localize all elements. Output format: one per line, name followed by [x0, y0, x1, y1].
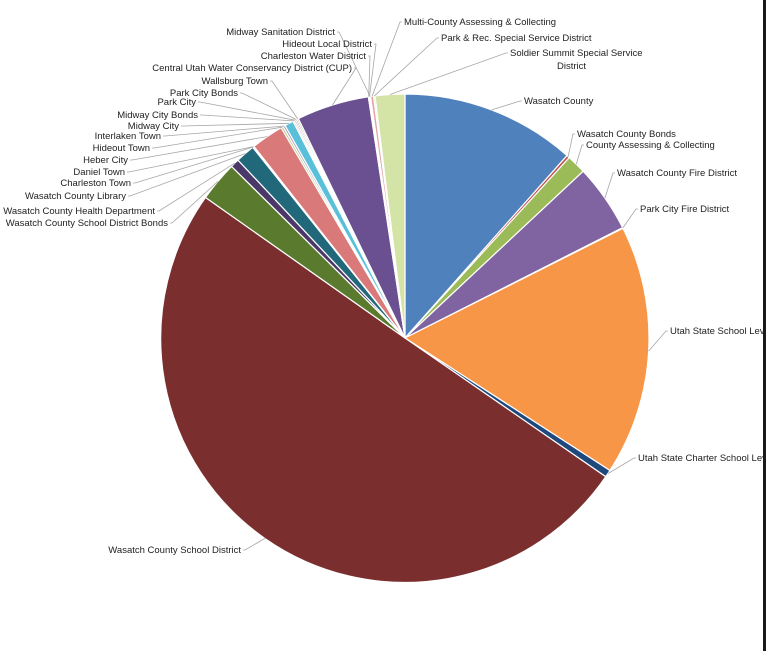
leader-line-hideout-local-district: [369, 43, 377, 97]
slice-label-wasatch-county-fire-district: Wasatch County Fire District: [617, 168, 737, 179]
leader-line-park-rec-special-service-district: [374, 37, 439, 97]
slice-label-utah-state-charter-school-levy: Utah State Charter School Levy: [638, 453, 766, 464]
slice-label-charleston-town: Charleston Town: [60, 178, 131, 189]
leader-line-daniel-town: [127, 146, 254, 173]
leader-line-charleston-water-district: [368, 55, 371, 97]
leader-lines-group: [127, 21, 668, 551]
leader-line-wasatch-county-library: [128, 153, 246, 197]
slice-label-county-assessing-collecting: County Assessing & Collecting: [586, 140, 715, 151]
slice-label-wasatch-county-health-department: Wasatch County Health Department: [3, 206, 155, 217]
slice-labels-group: Wasatch County Wasatch County BondsCounty…: [3, 17, 766, 556]
leader-line-park-city: [198, 101, 296, 121]
leader-line-wasatch-county-bonds: [567, 133, 575, 157]
leader-line-park-city-bonds: [240, 92, 297, 120]
leader-line-utah-state-charter-school-levy: [607, 457, 636, 474]
leader-line-wasatch-county-school-district-bonds: [170, 181, 219, 224]
leader-line-soldier-summit-special-service-district: [389, 52, 508, 95]
leader-line-interlaken-town: [163, 125, 285, 137]
pie-slice-wasatch-county: [404, 93, 568, 340]
slice-label-multi-county-assessing-collecting: Multi-County Assessing & Collecting: [404, 17, 556, 28]
slice-label-central-utah-water-conservancy-district-cup: Central Utah Water Conservancy District …: [152, 63, 352, 74]
slice-label-hideout-local-district: Hideout Local District: [282, 39, 372, 50]
slice-label-charleston-water-district: Charleston Water District: [261, 51, 367, 62]
slice-label-wasatch-county-bonds: Wasatch County Bonds: [577, 129, 676, 140]
slice-label-park-rec-special-service-district: Park & Rec. Special Service District: [441, 33, 592, 44]
leader-line-midway-city: [181, 122, 290, 127]
leader-line-midway-city-bonds: [200, 114, 294, 122]
slice-label-interlaken-town: Interlaken Town: [95, 131, 161, 142]
leader-line-wasatch-county: [491, 100, 522, 111]
leader-line-hideout-town: [152, 126, 283, 149]
leader-line-midway-sanitation-district: [337, 31, 371, 97]
leader-line-wasatch-county-school-district: [243, 537, 266, 551]
leader-line-charleston-town: [133, 146, 254, 184]
slice-label-wasatch-county-school-district-bonds: Wasatch County School District Bonds: [6, 218, 169, 229]
slice-label-heber-city: Heber City: [83, 155, 128, 166]
slice-label-park-city: Park City: [157, 97, 196, 108]
leader-line-heber-city: [130, 136, 268, 161]
slice-label-soldier-summit-special-service-district: Soldier Summit Special Service District: [510, 48, 643, 72]
slice-label-hideout-town: Hideout Town: [93, 143, 150, 154]
slice-label-park-city-fire-district: Park City Fire District: [640, 204, 730, 215]
leader-line-wasatch-county-fire-district: [604, 172, 615, 199]
leader-line-wasatch-county-health-department: [157, 162, 235, 212]
slice-label-daniel-town: Daniel Town: [73, 167, 125, 178]
slice-label-utah-state-school-levy: Utah State School Levy: [670, 326, 766, 337]
leader-line-park-city-fire-district: [622, 208, 638, 229]
slice-label-midway-sanitation-district: Midway Sanitation District: [226, 27, 335, 38]
slices-group: [160, 93, 650, 584]
slice-label-wasatch-county-library: Wasatch County Library: [25, 191, 126, 202]
slice-label-midway-city-bonds: Midway City Bonds: [117, 110, 198, 121]
leader-line-county-assessing-collecting: [575, 144, 584, 165]
leader-line-utah-state-school-levy: [648, 330, 668, 352]
slice-label-wallsburg-town: Wallsburg Town: [201, 76, 268, 87]
slice-label-wasatch-county-school-district: Wasatch County School District: [108, 545, 241, 556]
slice-label-wasatch-county: Wasatch County: [524, 96, 594, 107]
leader-line-wallsburg-town: [270, 80, 299, 120]
slice-label-midway-city: Midway City: [128, 121, 179, 132]
leader-line-multi-county-assessing-collecting: [371, 21, 402, 97]
slice-label-park-city-bonds: Park City Bonds: [170, 88, 238, 99]
